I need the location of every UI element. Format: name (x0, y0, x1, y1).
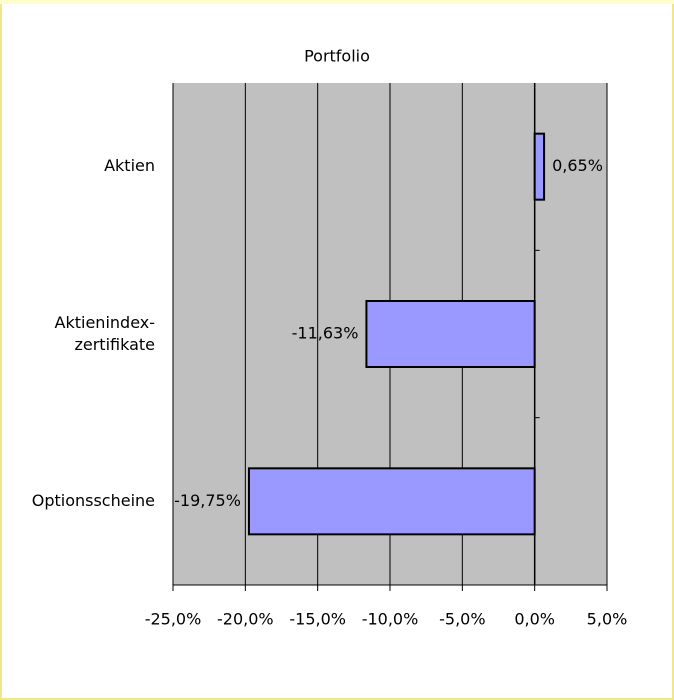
x-tick-label: -5,0% (439, 610, 485, 629)
bar (365, 300, 536, 368)
y-tick-label: Aktienindex-zertifikate (55, 313, 155, 354)
x-tick-label: 0,0% (514, 610, 555, 629)
y-tick-label: Aktien (104, 156, 155, 175)
x-tick-label: -15,0% (289, 610, 346, 629)
x-tick-label: -25,0% (145, 610, 202, 629)
frame-top (0, 0, 674, 4)
data-label: -11,63% (292, 324, 359, 343)
data-label: -19,75% (174, 491, 241, 510)
chart-title: Portfolio (304, 47, 370, 66)
bar (247, 467, 536, 536)
bar (533, 132, 546, 201)
x-tick-label: 5,0% (587, 610, 628, 629)
x-tick-label: -20,0% (217, 610, 274, 629)
y-tick-label: Optionsscheine (32, 491, 155, 510)
x-tick-label: -10,0% (362, 610, 419, 629)
data-label: 0,65% (552, 156, 603, 175)
